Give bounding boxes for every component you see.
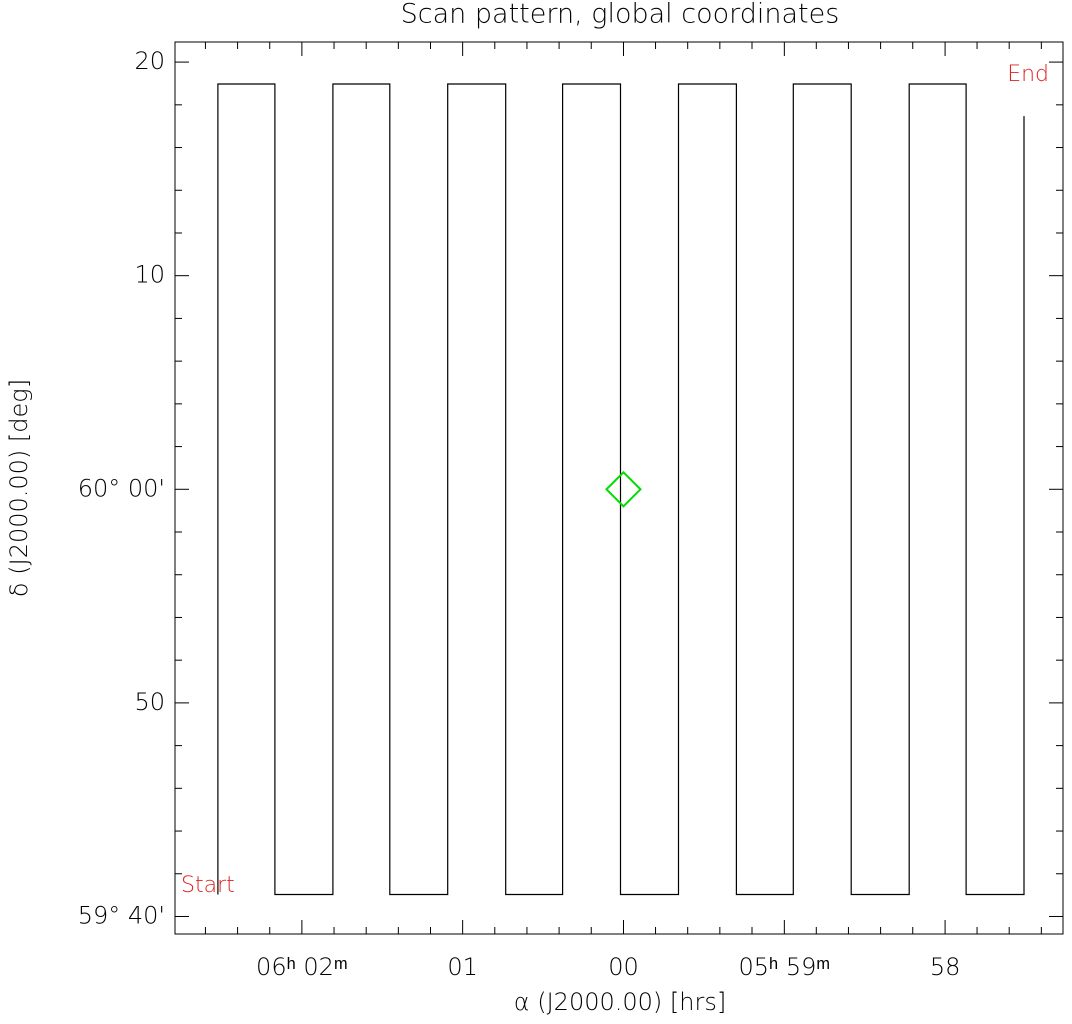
y-tick-label: 50 — [134, 688, 165, 716]
x-axis-label: α (J2000.00) [hrs] — [514, 988, 726, 1016]
y-tick-label: 59° 40' — [78, 901, 165, 929]
x-tick-label: 06ʰ 02ᵐ — [256, 953, 348, 981]
y-tick-label: 60° 00' — [78, 474, 165, 502]
x-tick-label: 05ʰ 59ᵐ — [739, 953, 831, 981]
scan-path — [217, 83, 1025, 896]
chart-title: Scan pattern, global coordinates — [401, 0, 840, 30]
center-marker — [605, 470, 642, 508]
x-tick-label: 58 — [930, 953, 961, 981]
plot-frame — [174, 41, 1064, 935]
y-tick-label: 10 — [134, 261, 165, 289]
x-tick-label: 00 — [608, 953, 639, 981]
y-tick-label: 20 — [134, 47, 165, 75]
x-tick-label: 01 — [447, 953, 478, 981]
y-axis-label: δ (J2000.00) [deg] — [5, 379, 33, 597]
annotation: Start — [181, 873, 235, 898]
annotation: End — [1007, 62, 1049, 87]
